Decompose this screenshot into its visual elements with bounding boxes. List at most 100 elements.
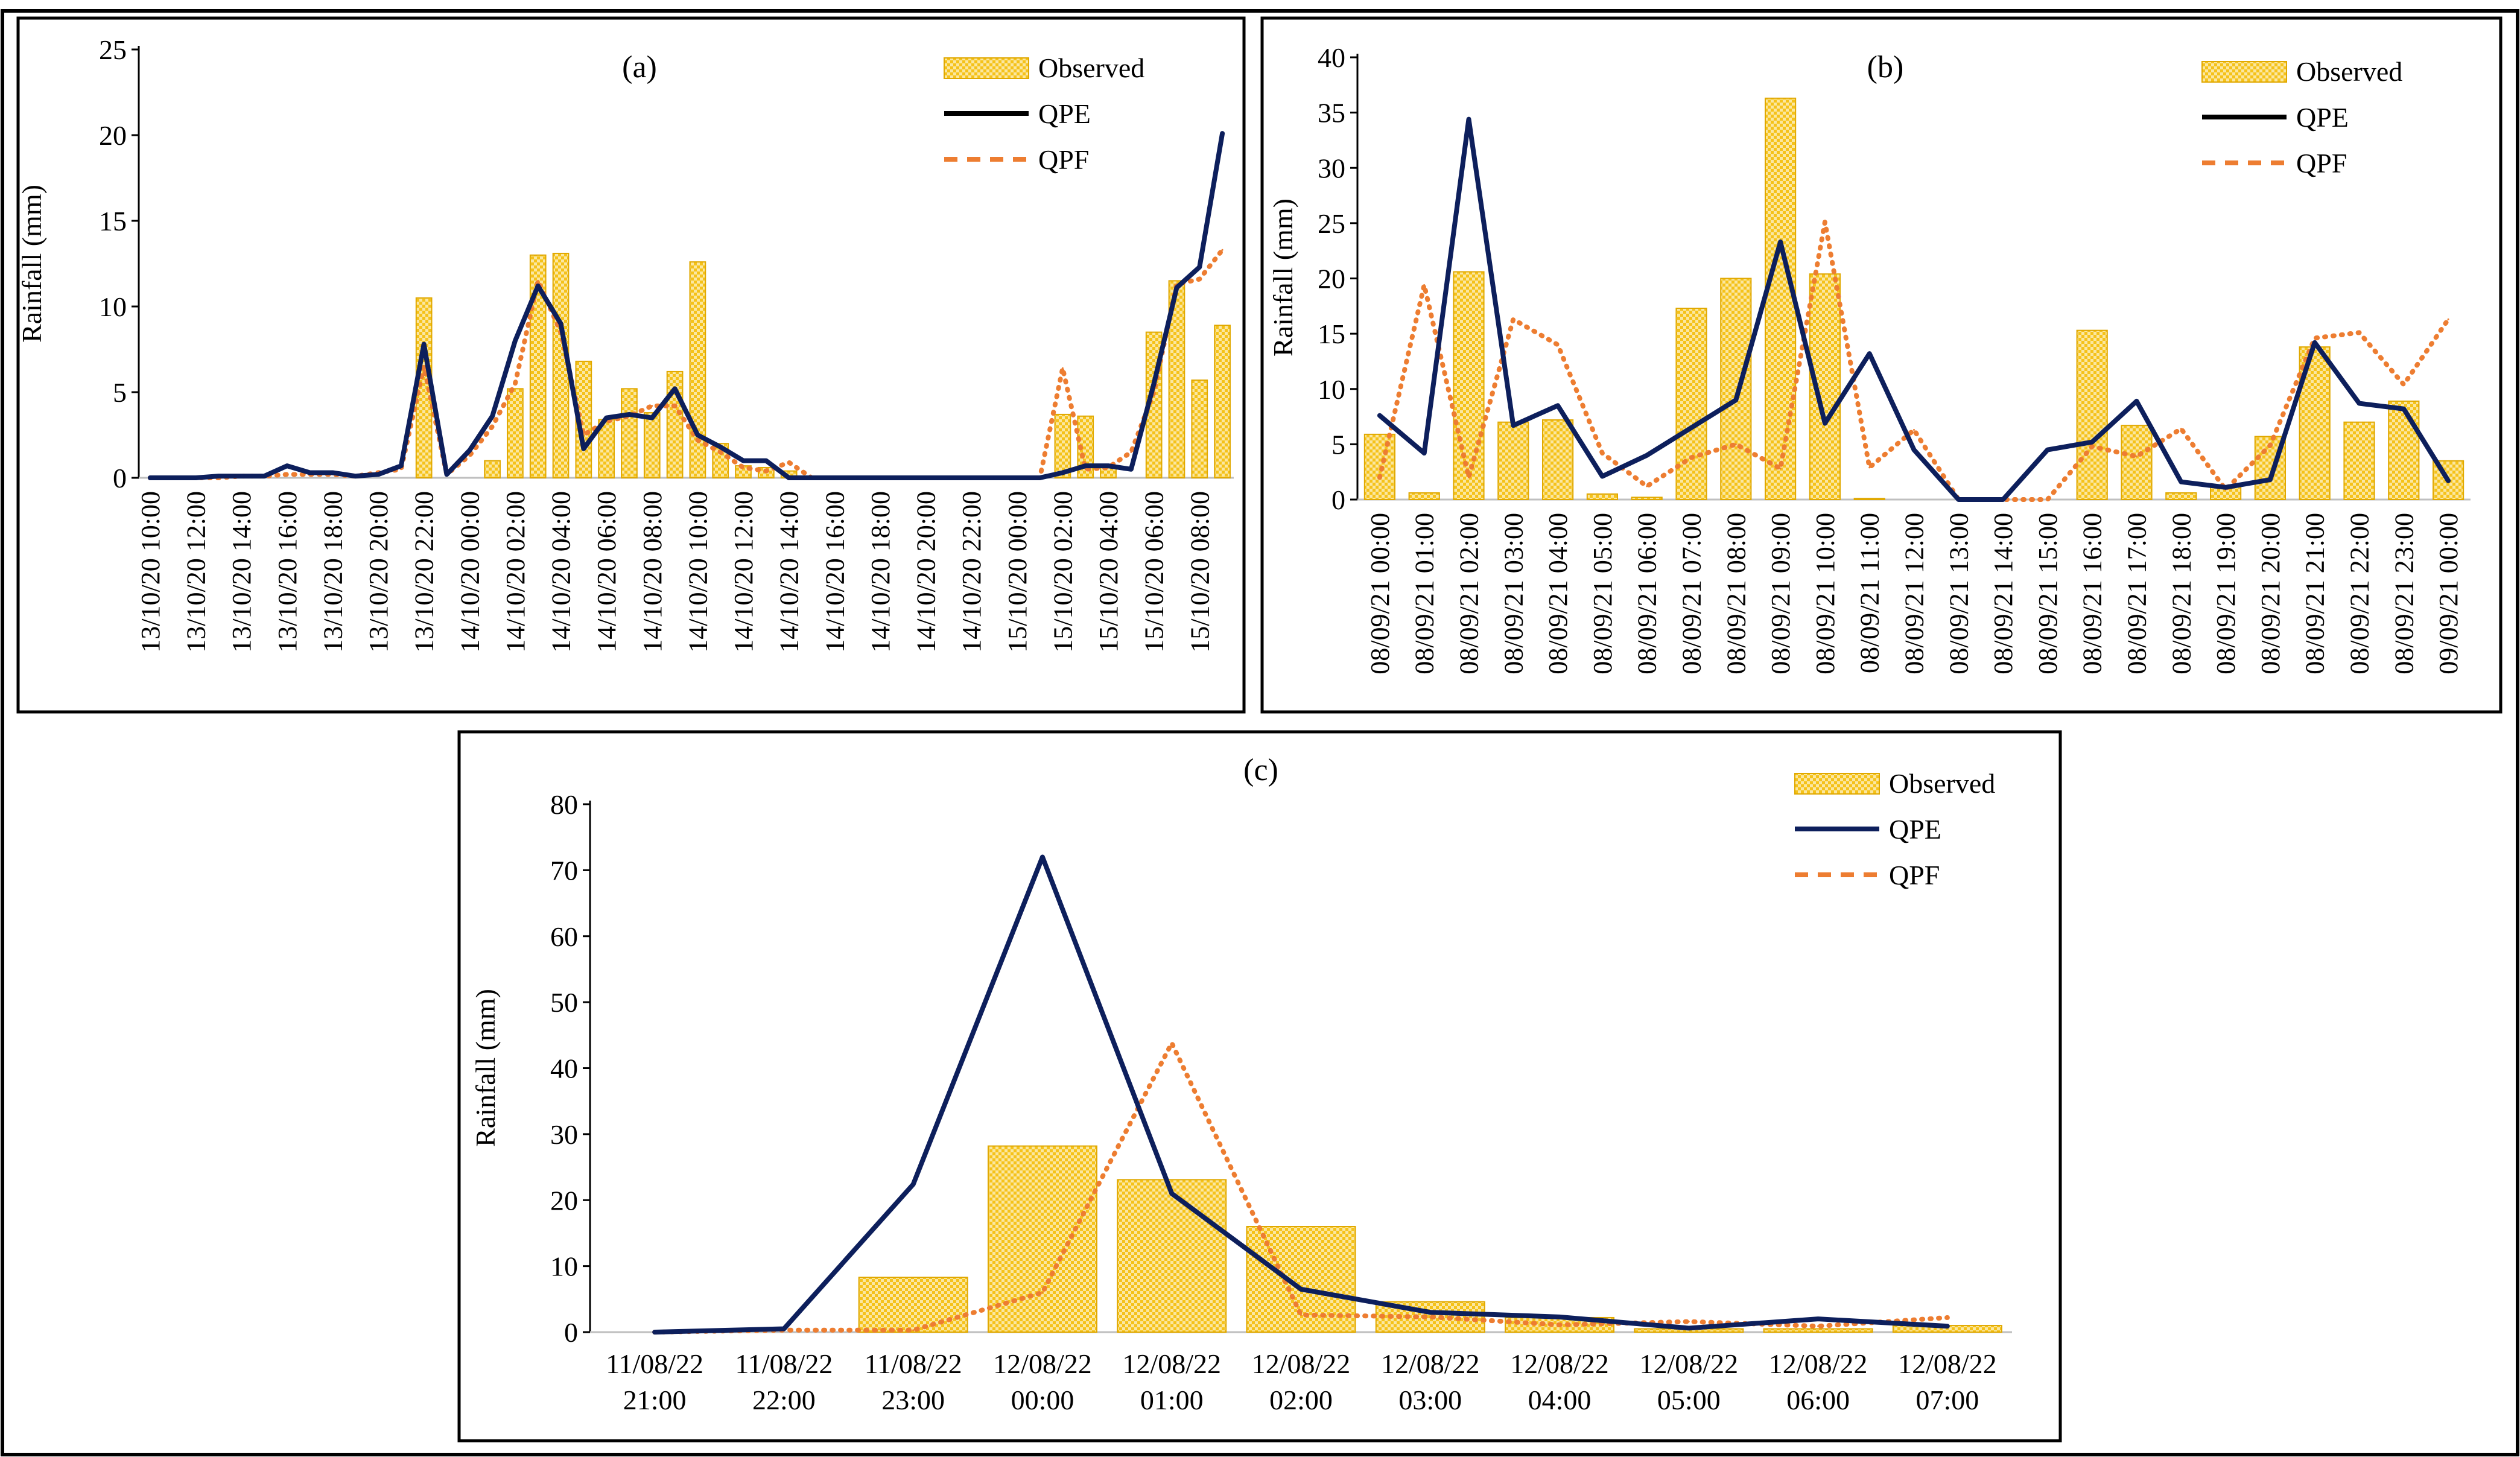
observed-bar: [1497, 421, 1529, 500]
qpe-point: [194, 477, 197, 479]
qpf-point: [674, 405, 676, 407]
qpe-point: [1868, 352, 1871, 355]
qpf-point: [1468, 476, 1470, 478]
qpf-point: [1690, 456, 1692, 459]
panel-frame: [457, 730, 2062, 1443]
qpe-point: [1061, 471, 1064, 474]
y-tick-label: 0: [564, 1317, 578, 1348]
qpf-point: [468, 454, 471, 457]
x-tick-label: 14/10/20 08:00: [638, 491, 667, 653]
qpe-point: [331, 471, 334, 474]
qpe-point: [148, 477, 151, 479]
qpf-point: [1557, 343, 1559, 346]
qpe-point: [992, 477, 995, 479]
qpe-point: [764, 459, 767, 462]
observed-bar: [1453, 271, 1485, 500]
x-tick-label: 13/10/20 14:00: [227, 491, 256, 653]
x-tick-label: 08/09/21 16:00: [2078, 513, 2107, 675]
qpe-point: [468, 449, 471, 452]
x-tick-label-date: 12/08/22: [1122, 1348, 1221, 1379]
observed-bar: [1586, 493, 1618, 501]
x-tick-label-date: 12/08/22: [1898, 1348, 1997, 1379]
qpe-point: [1912, 448, 1915, 451]
x-tick-label: 08/09/21 13:00: [1944, 513, 1973, 675]
x-tick-label: 14/10/20 20:00: [912, 491, 941, 653]
legend-qpf-label: QPF: [2296, 148, 2347, 179]
legend: Observed QPE QPF: [1794, 768, 1995, 890]
legend-observed-swatch: [1794, 773, 1880, 795]
outer-frame: [1, 9, 2519, 1456]
qpe-point: [1423, 452, 1426, 455]
x-tick-label: 08/09/21 03:00: [1499, 513, 1528, 675]
qpe-point: [445, 473, 448, 476]
x-tick-label: 11/08/22 23:00: [865, 1348, 962, 1415]
y-axis-label: Rainfall (mm): [470, 989, 501, 1147]
qpf-point: [1084, 468, 1087, 471]
qpe-point: [653, 1331, 656, 1333]
x-tick-label: 08/09/21 12:00: [1900, 513, 1929, 675]
x-tick-label-date: 12/08/22: [1252, 1348, 1351, 1379]
y-tick-label: 25: [99, 34, 127, 65]
observed-bar: [484, 460, 501, 478]
qpf-point: [514, 383, 516, 385]
qpf-point: [1130, 451, 1132, 453]
qpe-point: [1734, 399, 1738, 402]
x-tick-label: 08/09/21 23:00: [2389, 513, 2419, 675]
qpf-point: [1558, 1324, 1561, 1326]
observed-bar: [2076, 329, 2108, 500]
qpf-point: [1429, 1316, 1432, 1318]
qpe-point: [1038, 477, 1041, 479]
qpe-point: [605, 416, 608, 419]
x-tick-label-time: 03:00: [1398, 1385, 1462, 1415]
legend-observed-swatch: [944, 57, 1029, 79]
qpe-point: [1690, 426, 1693, 429]
qpf-point: [1423, 284, 1426, 286]
y-tick-label: 5: [113, 377, 127, 408]
x-tick-label-date: 11/08/22: [865, 1348, 962, 1379]
y-tick-label: 20: [99, 120, 127, 151]
x-tick-label: 12/08/22 05:00: [1640, 1348, 1739, 1415]
x-tick-label: 08/09/21 11:00: [1855, 513, 1885, 673]
observed-bar: [1363, 433, 1395, 501]
qpe-point: [2046, 448, 2049, 451]
qpf-point: [1170, 1042, 1173, 1044]
qpe-point: [1779, 241, 1782, 244]
x-tick-label: 14/10/20 10:00: [683, 491, 713, 653]
qpf-point: [1221, 249, 1224, 251]
panel-title: (b): [1867, 50, 1904, 84]
x-tick-label-time: 22:00: [752, 1385, 816, 1415]
qpf-point: [1868, 466, 1871, 469]
observed-bar: [1631, 497, 1663, 501]
qpf-point: [1734, 443, 1737, 445]
x-tick-label: 12/08/22 00:00: [993, 1348, 1092, 1415]
x-tick-label: 08/09/21 09:00: [1766, 513, 1795, 675]
qpe-point: [673, 387, 676, 390]
x-tick-label: 08/09/21 14:00: [1988, 513, 2018, 675]
x-tick-label-time: 05:00: [1657, 1385, 1721, 1415]
qpe-point: [2090, 440, 2093, 443]
x-tick-label: 14/10/20 02:00: [501, 491, 530, 653]
qpe-point: [217, 475, 220, 478]
x-tick-label: 15/10/20 06:00: [1140, 491, 1169, 653]
qpe-point: [912, 1183, 915, 1186]
x-tick-label: 08/09/21 05:00: [1588, 513, 1617, 675]
x-tick-label: 08/09/21 18:00: [2166, 513, 2196, 675]
qpf-point: [286, 473, 288, 475]
qpf-point: [1300, 1314, 1302, 1316]
qpe-point: [1557, 404, 1560, 407]
y-tick-label: 35: [1318, 98, 1345, 129]
x-tick-label: 08/09/21 17:00: [2122, 513, 2152, 675]
qpe-point: [308, 471, 311, 474]
x-tick-label: 08/09/21 19:00: [2211, 513, 2241, 675]
y-axis-label: Rainfall (mm): [16, 185, 47, 343]
x-tick-label: 14/10/20 00:00: [455, 491, 484, 653]
qpf-point: [400, 468, 402, 471]
qpe-point: [1512, 424, 1515, 427]
qpf-point: [1646, 485, 1648, 487]
x-tick-label-date: 11/08/22: [735, 1348, 833, 1379]
qpe-point: [782, 1327, 786, 1330]
x-tick-label-time: 01:00: [1140, 1385, 1204, 1415]
y-tick-label: 0: [113, 463, 127, 494]
qpe-point: [1129, 468, 1132, 471]
